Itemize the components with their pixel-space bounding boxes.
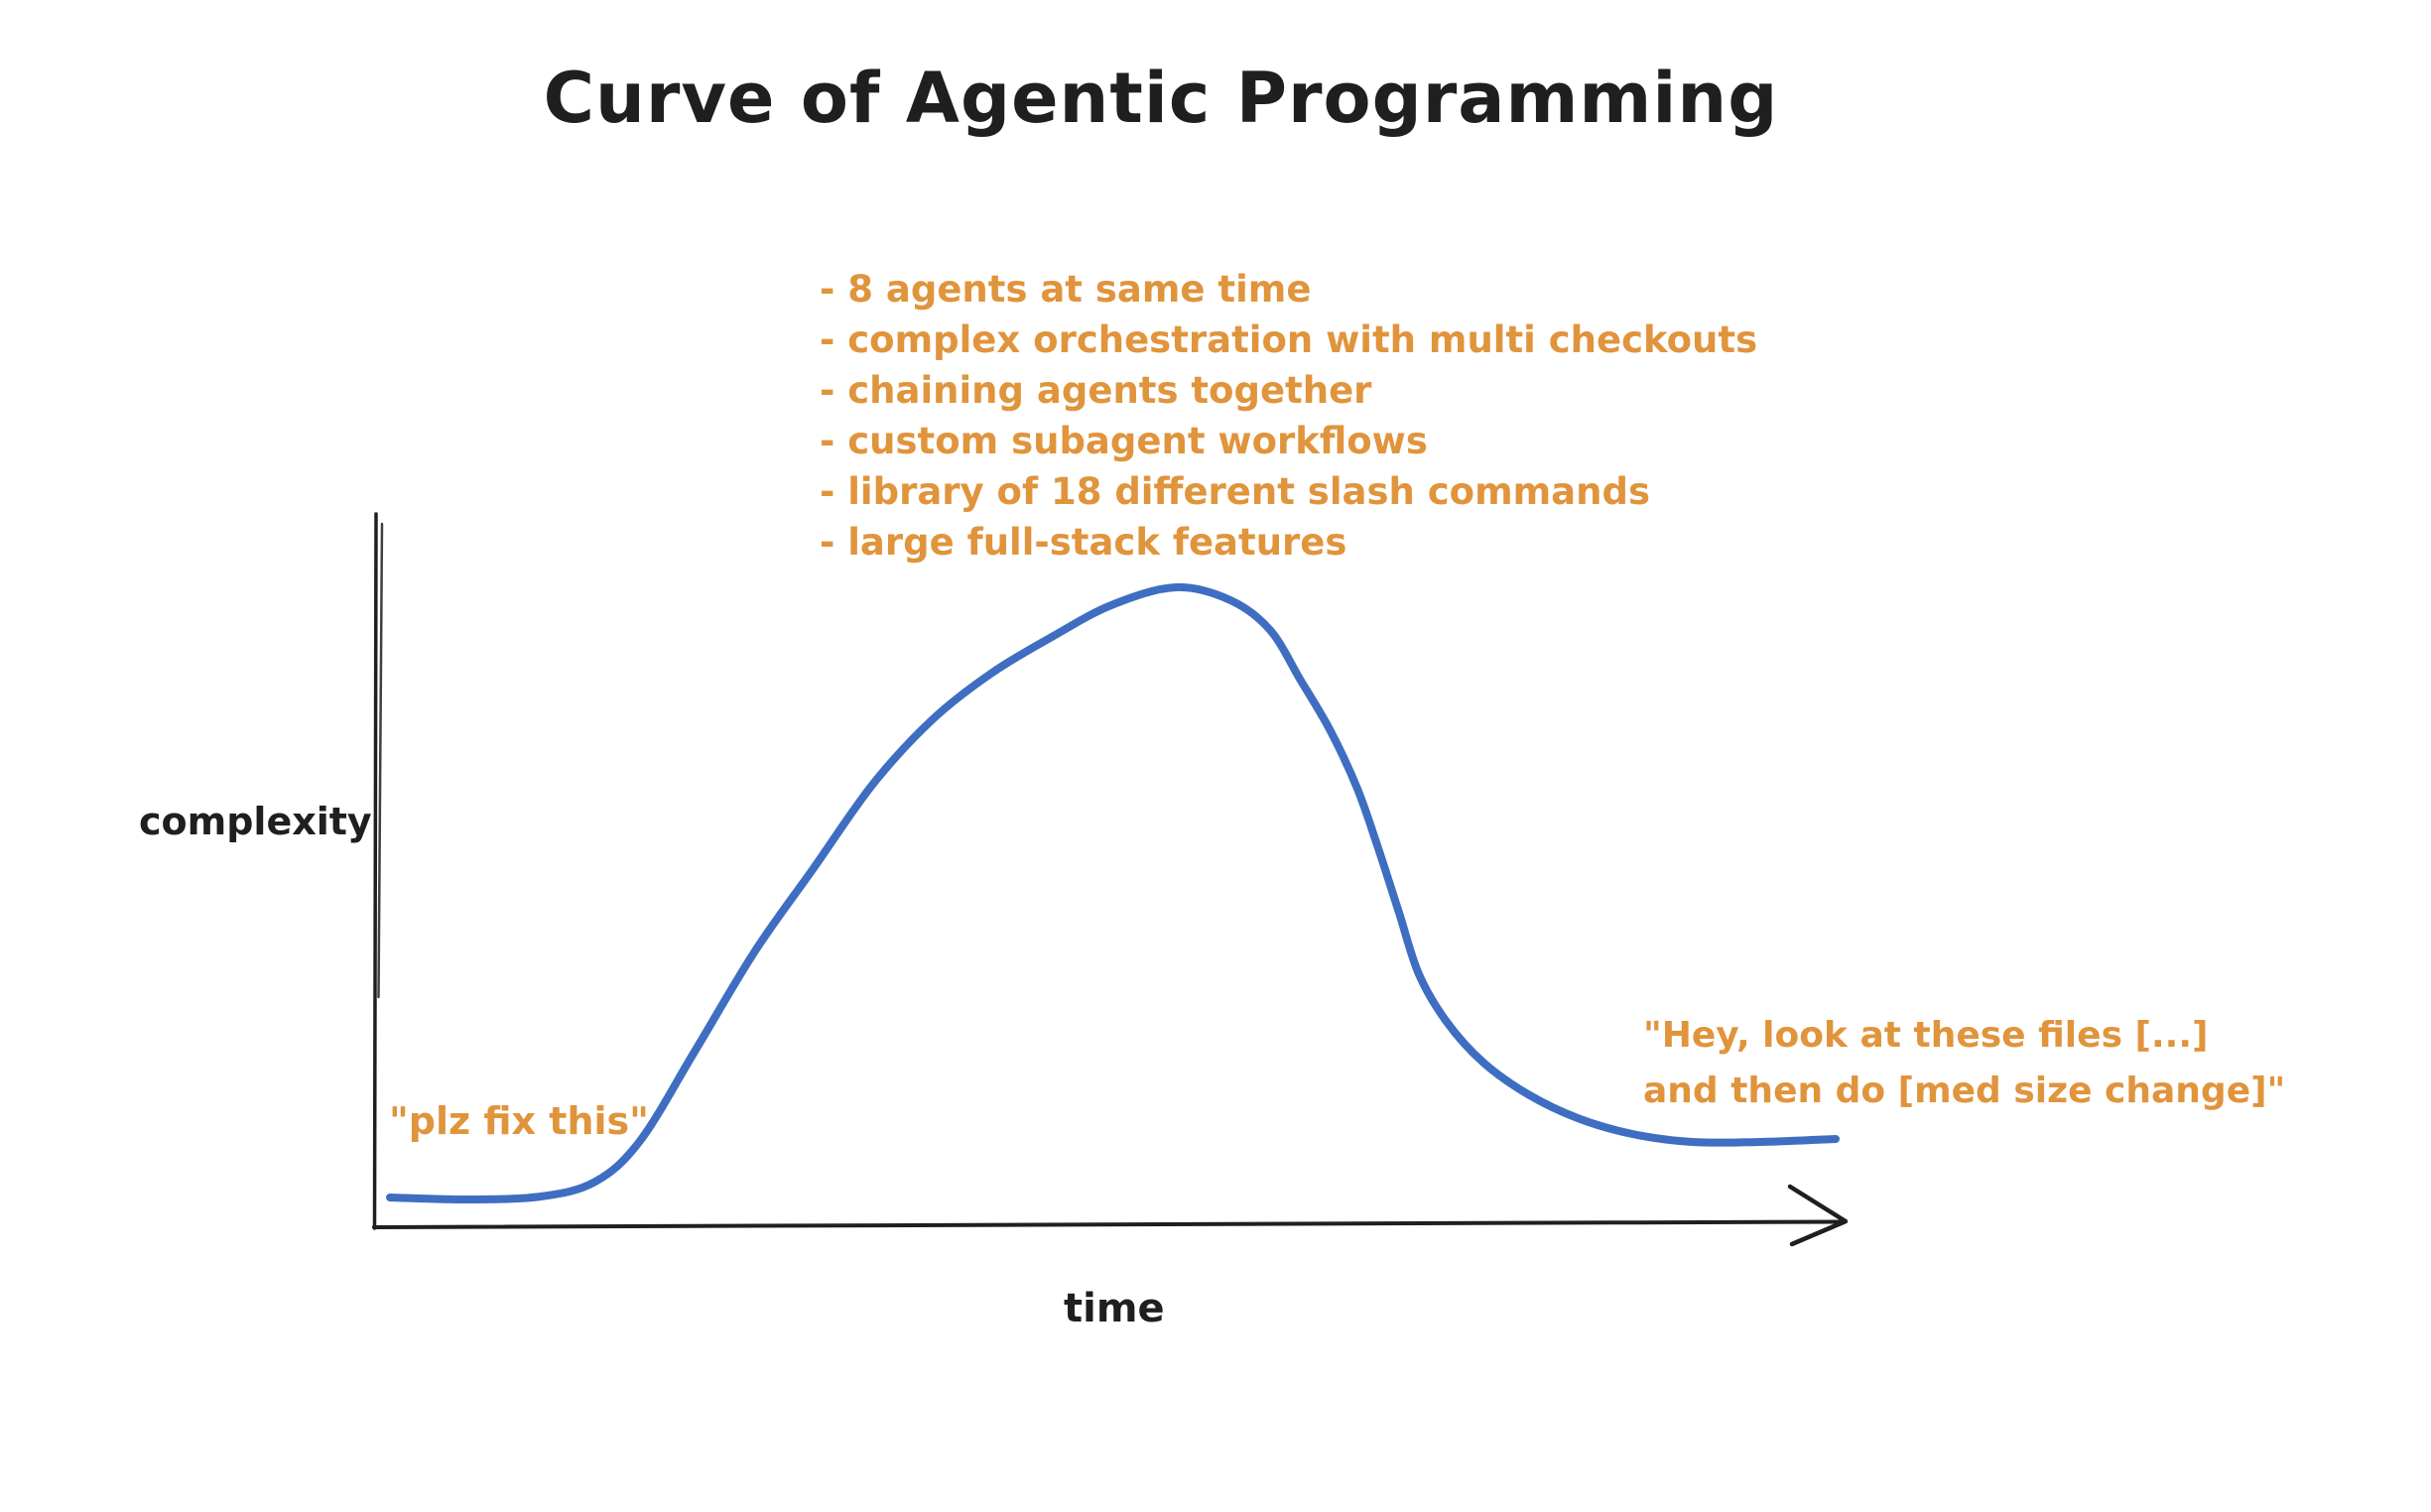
end-annotation: "Hey, look at these files [...] and then… bbox=[1643, 1008, 2285, 1119]
start-annotation: "plz fix this" bbox=[389, 1099, 649, 1143]
peak-note-item: - complex orchestration with multi check… bbox=[820, 318, 1758, 361]
x-axis-line bbox=[372, 1219, 1844, 1229]
chart-title: Curve of Agentic Programming bbox=[543, 58, 1779, 139]
peak-note-item: - custom subagent workflows bbox=[820, 420, 1428, 462]
peak-note-item: - library of 18 different slash commands bbox=[820, 470, 1650, 513]
x-axis-arrowhead bbox=[1787, 1184, 1849, 1247]
peak-note-item: - large full-stack features bbox=[820, 521, 1347, 564]
y-axis-label: complexity bbox=[139, 800, 372, 843]
end-annotation-line2: and then do [med size change]" bbox=[1643, 1071, 2286, 1111]
peak-notes-list: - 8 agents at same time - complex orches… bbox=[820, 264, 1757, 567]
end-annotation-line1: "Hey, look at these files [...] bbox=[1643, 1015, 2209, 1056]
y-axis-line-second-stroke bbox=[377, 522, 384, 999]
complexity-curve bbox=[386, 582, 1840, 1204]
peak-note-item: - 8 agents at same time bbox=[820, 268, 1312, 311]
peak-note-item: - chaining agents together bbox=[820, 369, 1372, 412]
x-axis-label: time bbox=[1064, 1286, 1165, 1331]
y-axis-line bbox=[372, 512, 378, 1230]
